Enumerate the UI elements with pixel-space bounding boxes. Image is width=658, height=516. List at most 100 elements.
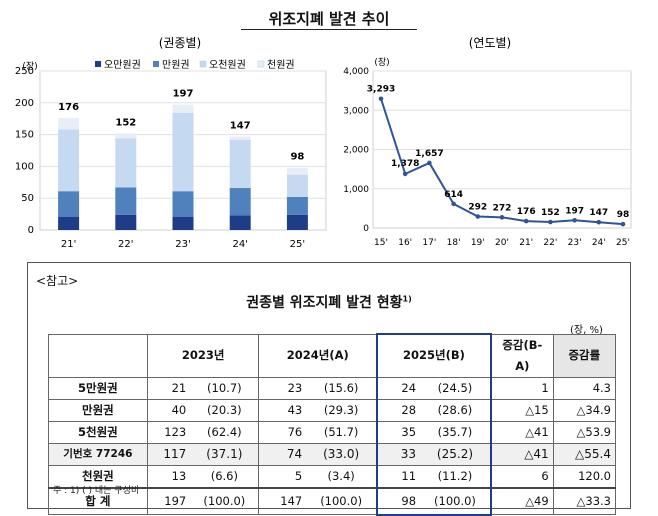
table-title-footnote-mark: 1) [402,294,412,304]
cell-y2025: 24 [376,376,421,400]
bar-y-tick: 0 [28,225,34,236]
row-label: 5만원권 [48,376,148,400]
line-point [402,171,408,177]
line-y-tick: 3,000 [343,106,369,116]
cell-p2023: (6.6) [190,464,260,488]
bar-y-tick: 200 [15,98,34,109]
legend-label: 만원권 [162,59,190,71]
bar-segment [172,216,194,230]
cell-y2025: 28 [376,398,421,422]
line-data-label: 614 [444,190,463,200]
cell-y2024: 74 [258,442,307,466]
cell-p2025: (11.2) [420,464,492,488]
bar-subtitle: (권종별) [159,36,201,50]
line-y-tick: 4,000 [343,67,369,77]
cell-rate: 120.0 [552,464,617,488]
table-row: 5만원권 21 (10.7) 23 (15.6) 24 (24.5) 1 4.3 [48,376,617,400]
line-y-tick: 1,000 [343,185,369,195]
header-2025: 2025년(B) [376,333,492,378]
bar-segment [286,174,308,197]
line-chart: (연도별) (장) 0 1,000 2,000 3,000 4,000 3,293 15' 1,3… [343,36,632,248]
reference-label: <참고> [36,274,79,288]
cell-diff: △15 [490,398,554,422]
title-underline [241,29,417,30]
row-label: 기번호 77246 [48,442,148,466]
line-point [596,219,602,225]
bar-segment [229,136,251,140]
cell-p2023: (37.1) [190,442,260,466]
line-data-label: 1,657 [415,149,443,159]
line-x-tick: 18' [447,238,461,248]
line-data-label: 176 [517,207,536,217]
line-data-label: 3,293 [367,85,395,95]
table-row: 만원권 40 (20.3) 43 (29.3) 28 (28.6) △15 △34.9 [48,398,617,422]
cell-y2024: 76 [258,420,307,444]
legend-label: 천원권 [267,59,295,71]
cell-rate: △55.4 [552,442,617,466]
line-x-tick: 16' [398,238,412,248]
cell-p2024: (15.6) [306,376,378,400]
legend-swatch [153,61,159,67]
line-x-tick: 21' [519,238,533,248]
cell-y2024: 5 [258,464,307,488]
line-point [378,96,384,102]
bar-y-tick: 250 [15,66,34,77]
bar-total-label: 147 [230,121,251,132]
table-row: 천원권 13 (6.6) 5 (3.4) 11 (11.2) 6 120.0 [48,464,617,488]
line-data-label: 1,378 [391,159,419,169]
row-label: 합 계 [48,486,148,515]
line-data-label: 98 [617,210,630,220]
bar-x-tick: 23' [175,239,190,250]
cell-p2023: (100.0) [190,486,260,515]
table-unit-label: (장, %) [570,325,603,336]
bar-total-label: 98 [290,152,304,163]
cell-y2023: 123 [146,420,191,444]
cell-y2025: 35 [376,420,421,444]
bar-segment [286,167,308,175]
legend-swatch [257,60,265,68]
cell-p2024: (29.3) [306,398,378,422]
line-x-tick: 15' [374,238,388,248]
line-x-tick: 19' [471,238,485,248]
table-row: 5천원권 123 (62.4) 76 (51.7) 35 (35.7) △41 △53.9 [48,420,617,444]
row-label: 5천원권 [48,420,148,444]
bar-y-tick: 50 [21,193,34,204]
bar-total-label: 176 [58,102,79,113]
line-point [523,218,529,224]
bar-segment [58,129,80,192]
bar-segment [58,191,80,217]
cell-diff: 1 [490,376,554,400]
bar-segment [286,214,308,230]
cell-y2023: 40 [146,398,191,422]
line-x-tick: 22' [543,238,557,248]
line-data-label: 292 [468,203,487,213]
bar-total-label: 152 [115,117,136,128]
line-point [475,214,481,219]
bar-x-tick: 24' [232,239,247,250]
table-row: 기번호 77246 117 (37.1) 74 (33.0) 33 (25.2) △41 △55… [48,442,617,466]
line-point [620,221,626,227]
bar-segment [58,118,80,130]
row-label: 천원권 [48,464,148,488]
bar-segment [229,215,251,230]
line-data-label: 272 [493,203,512,213]
table-title-text: 권종별 위조지폐 발견 현황 [246,295,403,311]
line-point [499,215,505,220]
bar-segment [58,216,80,230]
cell-p2024: (51.7) [306,420,378,444]
bar-x-tick: 25' [290,239,305,250]
bar-total-label: 197 [173,89,194,100]
bar-x-tick: 21' [61,239,76,250]
line-y-tick: 0 [363,224,369,234]
line-point [451,201,456,207]
cell-diff: 6 [490,464,554,488]
cell-p2025: (25.2) [420,442,492,466]
line-y-unit: (장) [374,57,389,68]
cell-p2023: (10.7) [190,376,260,400]
bar-segment [115,187,137,215]
legend-label: 오천원권 [209,59,246,71]
cell-y2024: 43 [258,398,307,422]
cell-y2025: 33 [376,442,421,466]
bar-segment [229,188,251,216]
legend-label: 오만원권 [104,59,141,71]
